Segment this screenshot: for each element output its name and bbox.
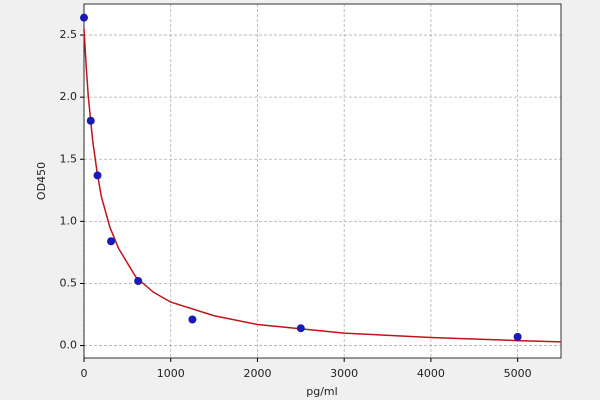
x-axis-label: pg/ml <box>306 385 337 398</box>
data-point <box>86 116 95 125</box>
y-tick-label: 2.0 <box>60 90 78 103</box>
x-tick-label: 1000 <box>157 367 185 380</box>
plot-area <box>84 4 561 358</box>
y-tick-label: 1.0 <box>60 214 78 227</box>
y-tick-label: 0.5 <box>60 276 78 289</box>
y-tick-label: 0.0 <box>60 339 78 352</box>
data-point <box>134 276 143 285</box>
y-tick-label: 2.5 <box>60 28 78 41</box>
x-tick-label: 5000 <box>504 367 532 380</box>
x-tick-label: 3000 <box>330 367 358 380</box>
data-point <box>107 237 116 246</box>
y-axis-label: OD450 <box>35 162 48 200</box>
data-point <box>296 324 305 333</box>
data-point <box>188 315 197 324</box>
fit-curve <box>83 28 562 343</box>
plot-frame <box>83 3 562 359</box>
data-point <box>93 171 102 180</box>
data-point <box>513 332 522 341</box>
x-tick-label: 2000 <box>243 367 271 380</box>
y-tick-label: 1.5 <box>60 152 78 165</box>
x-tick-label: 0 <box>81 367 88 380</box>
x-tick-label: 4000 <box>417 367 445 380</box>
data-point <box>80 13 88 22</box>
